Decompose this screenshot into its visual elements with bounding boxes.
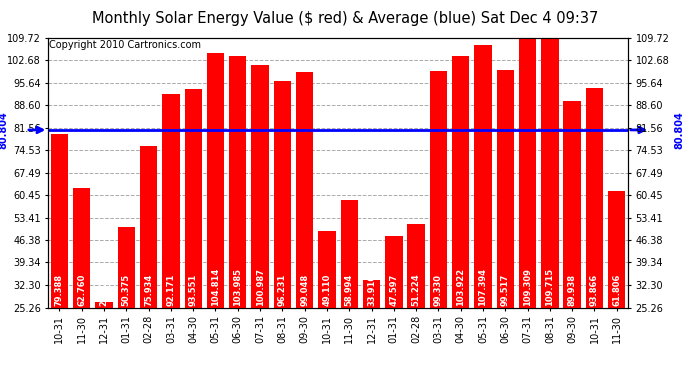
Text: 62.760: 62.760: [77, 273, 86, 306]
Bar: [341, 200, 358, 308]
Bar: [318, 231, 335, 308]
Bar: [586, 88, 603, 308]
Text: 103.985: 103.985: [233, 268, 242, 306]
Text: 89.938: 89.938: [568, 274, 577, 306]
Text: 50.375: 50.375: [122, 274, 131, 306]
Bar: [95, 302, 112, 307]
Bar: [430, 71, 447, 308]
Bar: [140, 146, 157, 308]
Text: 99.330: 99.330: [434, 274, 443, 306]
Text: 51.224: 51.224: [412, 273, 421, 306]
Text: 109.715: 109.715: [545, 268, 554, 306]
Bar: [229, 56, 246, 308]
Text: 104.814: 104.814: [211, 268, 220, 306]
Bar: [117, 227, 135, 308]
Text: 93.866: 93.866: [590, 274, 599, 306]
Bar: [363, 280, 380, 308]
Text: 61.806: 61.806: [612, 273, 621, 306]
Text: 100.987: 100.987: [255, 268, 264, 306]
Text: 79.388: 79.388: [55, 274, 64, 306]
Text: 92.171: 92.171: [166, 273, 175, 306]
Text: 33.910: 33.910: [367, 274, 376, 306]
Bar: [385, 236, 402, 308]
Text: 49.110: 49.110: [322, 273, 331, 306]
Text: Copyright 2010 Cartronics.com: Copyright 2010 Cartronics.com: [50, 40, 201, 50]
Text: 80.804: 80.804: [0, 111, 9, 149]
Bar: [608, 190, 625, 308]
Bar: [564, 101, 581, 308]
Bar: [497, 70, 514, 308]
Bar: [541, 38, 559, 308]
Text: 93.551: 93.551: [188, 273, 198, 306]
Text: 96.231: 96.231: [278, 273, 287, 306]
Bar: [296, 72, 313, 308]
Bar: [274, 81, 291, 308]
Text: 47.597: 47.597: [389, 274, 398, 306]
Text: 26.918: 26.918: [99, 273, 108, 306]
Text: 103.922: 103.922: [456, 268, 465, 306]
Bar: [251, 65, 269, 308]
Text: 99.048: 99.048: [300, 274, 309, 306]
Bar: [407, 225, 425, 308]
Bar: [51, 135, 68, 308]
Bar: [207, 53, 224, 307]
Text: 75.934: 75.934: [144, 274, 153, 306]
Bar: [519, 39, 536, 308]
Text: 99.517: 99.517: [501, 274, 510, 306]
Text: 80.804: 80.804: [674, 111, 684, 149]
Text: 109.309: 109.309: [523, 268, 532, 306]
Text: 58.994: 58.994: [345, 274, 354, 306]
Bar: [474, 45, 492, 308]
Text: 107.394: 107.394: [478, 268, 488, 306]
Bar: [162, 94, 179, 308]
Text: Monthly Solar Energy Value ($ red) & Average (blue) Sat Dec 4 09:37: Monthly Solar Energy Value ($ red) & Ave…: [92, 11, 598, 26]
Bar: [73, 188, 90, 308]
Bar: [452, 56, 469, 308]
Bar: [184, 89, 202, 308]
